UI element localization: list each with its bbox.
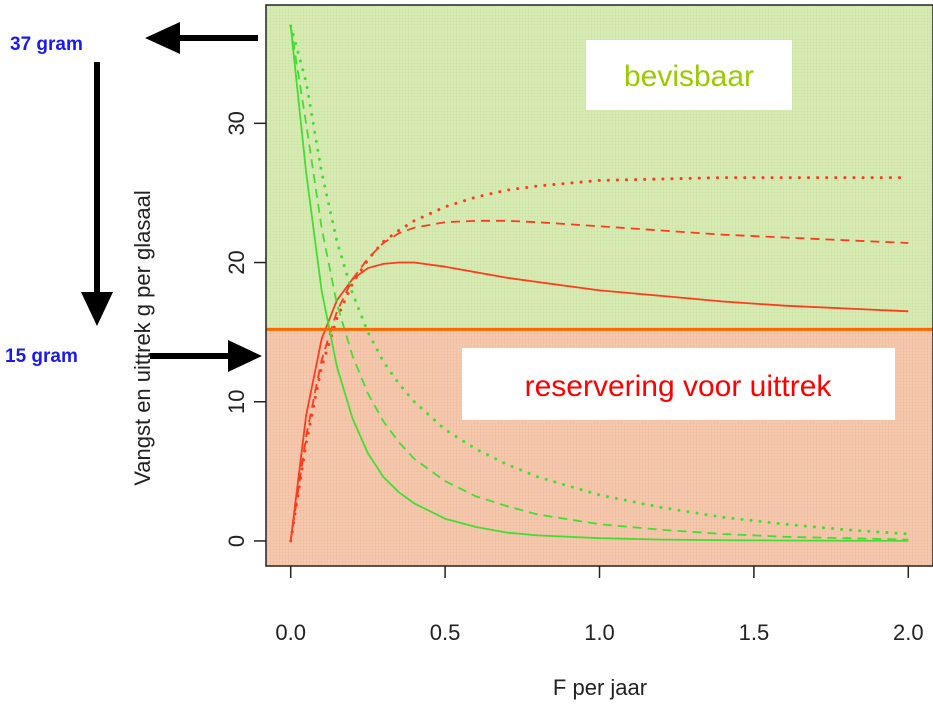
x-tick-label-1: 0.5 xyxy=(430,620,461,645)
series-line-3 xyxy=(289,25,909,542)
series-line-2 xyxy=(289,176,910,543)
arrow-37-gram-head xyxy=(145,22,180,54)
y-tick-label-2: 20 xyxy=(224,250,249,274)
region-label-box-reservering xyxy=(462,348,895,420)
series-line-4 xyxy=(289,25,909,541)
y-tick-label-0: 0 xyxy=(224,535,249,547)
x-tick-label-0: 0.0 xyxy=(275,620,306,645)
x-tick-label-2: 1.0 xyxy=(584,620,615,645)
x-tick-label-3: 1.5 xyxy=(739,620,770,645)
annotation-37-gram: 37 gram xyxy=(10,34,83,55)
series-line-1 xyxy=(289,219,909,542)
y-axis-title: Vangst en uittrek g per glasaal xyxy=(130,190,155,486)
region-label-bevisbaar: bevisbaar xyxy=(624,60,754,93)
axes-layer: 0.0 0.5 1.0 1.5 2.0 0 10 20 30 xyxy=(224,111,924,645)
region-label-box-bevisbaar xyxy=(586,40,792,110)
series-line-5 xyxy=(289,24,910,536)
x-tick-label-4: 2.0 xyxy=(893,620,924,645)
y-tick-label-1: 10 xyxy=(224,389,249,413)
y-tick-label-3: 30 xyxy=(224,111,249,135)
arrow-down-head xyxy=(81,292,113,326)
arrow-15-gram-head xyxy=(228,340,262,372)
series-layer xyxy=(289,24,910,543)
x-axis-title: F per jaar xyxy=(553,675,647,700)
annotation-15-gram: 15 gram xyxy=(5,346,78,367)
region-label-reservering: reservering voor uittrek xyxy=(525,370,833,403)
